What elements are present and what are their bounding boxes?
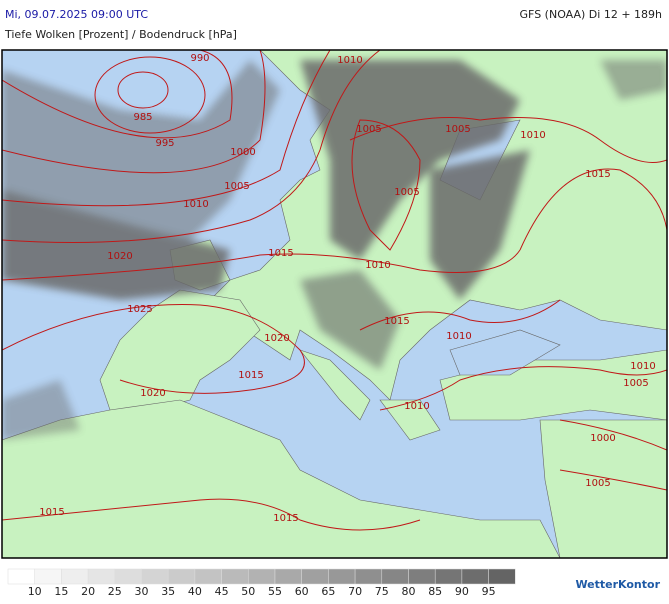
- isobar-label: 1025: [127, 304, 152, 315]
- isobar-label: 1010: [404, 401, 429, 412]
- legend-swatch: [274, 568, 302, 585]
- legend-tick-label: 70: [348, 585, 362, 598]
- isobar-label: 1020: [107, 251, 132, 262]
- legend-tick-label: 40: [188, 585, 202, 598]
- isobar-label: 1015: [273, 513, 298, 524]
- legend-tick-label: 50: [241, 585, 255, 598]
- legend-tick-label: 55: [268, 585, 282, 598]
- legend-swatch: [167, 568, 196, 585]
- logo: WetterKontor: [575, 578, 660, 591]
- isobar-label: 985: [133, 112, 152, 123]
- legend-tick-label: 60: [295, 585, 309, 598]
- legend-swatch: [87, 568, 116, 585]
- isobar-label: 1005: [445, 124, 470, 135]
- legend-tick-label: 80: [402, 585, 416, 598]
- isobar-label: 1015: [384, 316, 409, 327]
- isobar-label: 1010: [365, 260, 390, 271]
- clouds: [2, 60, 667, 440]
- legend-swatch: [354, 568, 383, 585]
- isobar-labels: 990 1010 985 995 1000 1005 1005 1005 1010 1015 101…: [39, 53, 655, 524]
- legend-swatch: [461, 568, 489, 585]
- legend-swatch: [141, 568, 169, 585]
- legend-tick-label: 65: [321, 585, 335, 598]
- isobar-label: 1015: [268, 248, 293, 259]
- datetime: Mi, 09.07.2025 09:00 UTC: [5, 8, 148, 21]
- isobars: [2, 50, 667, 531]
- isobar-label: 1015: [585, 169, 610, 180]
- isobar-label: 1015: [39, 507, 64, 518]
- isobar-label: 1020: [140, 388, 165, 399]
- isobar-label: 1010: [337, 55, 362, 66]
- legend-swatch: [114, 568, 142, 585]
- isobar-label: 1005: [224, 181, 249, 192]
- isobar-label: 1005: [623, 378, 648, 389]
- isobar-label: 990: [190, 53, 209, 64]
- map-frame: [1, 49, 668, 559]
- isobar-label: 1005: [394, 187, 419, 198]
- legend-tick-label: 45: [215, 585, 229, 598]
- legend-tick-label: 85: [428, 585, 442, 598]
- legend-tick-label: 35: [161, 585, 175, 598]
- legend-swatch: [434, 568, 463, 585]
- isobar-label: 1000: [230, 147, 255, 158]
- legend-swatch: [328, 568, 356, 585]
- isobar-label: 1020: [264, 333, 289, 344]
- legend-swatch: [34, 568, 62, 585]
- isobar-label: 1010: [183, 199, 208, 210]
- legend-tick-label: 15: [54, 585, 68, 598]
- isobar-label: 1000: [590, 433, 615, 444]
- legend-swatch: [221, 568, 249, 585]
- isobar-label: 1010: [446, 331, 471, 342]
- subtitle: Tiefe Wolken [Prozent] / Bodendruck [hPa…: [4, 28, 237, 41]
- legend-swatch: [381, 568, 409, 585]
- legend-swatch: [194, 568, 222, 585]
- legend-tick-label: 30: [135, 585, 149, 598]
- model-info: GFS (NOAA) Di 12 + 189h: [520, 8, 662, 21]
- isobar-label: 1010: [520, 130, 545, 141]
- legend-swatch: [488, 568, 516, 585]
- isobar-label: 1015: [238, 370, 263, 381]
- legend-tick-label: 90: [455, 585, 469, 598]
- map: 990 1010 985 995 1000 1005 1005 1005 1010 1015 101…: [2, 50, 667, 558]
- legend-tick-label: 10: [28, 585, 42, 598]
- legend-swatch: [408, 568, 436, 585]
- isobar-label: 1010: [630, 361, 655, 372]
- legend-tick-label: 25: [108, 585, 122, 598]
- legend-swatch: [248, 568, 276, 585]
- legend-swatch: [301, 568, 329, 585]
- legend-swatch: [61, 568, 89, 585]
- legend-tick-label: 20: [81, 585, 95, 598]
- legend-tick-label: 75: [375, 585, 389, 598]
- legend-tick-label: 95: [482, 585, 496, 598]
- isobar-label: 995: [155, 138, 174, 149]
- isobar-label: 1005: [585, 478, 610, 489]
- isobar-label: 1005: [356, 124, 381, 135]
- legend-swatch: [7, 568, 35, 585]
- legend: 10 15 20 25 30 35 40 45 50 55 60 65 70 75 80 85 90 95: [7, 568, 516, 598]
